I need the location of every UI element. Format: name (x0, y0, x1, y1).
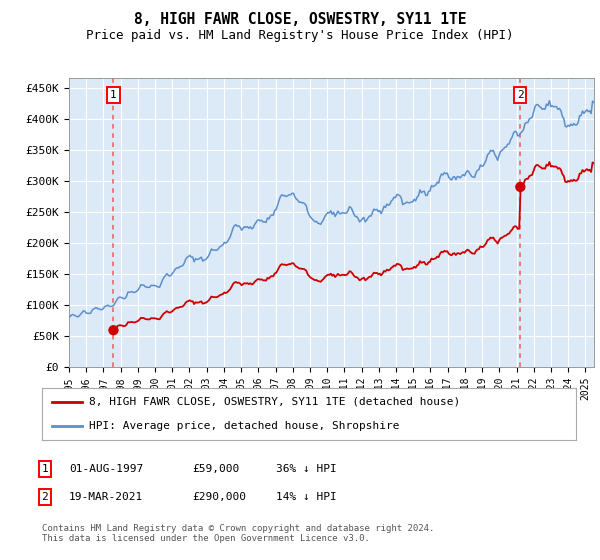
Text: Contains HM Land Registry data © Crown copyright and database right 2024.
This d: Contains HM Land Registry data © Crown c… (42, 524, 434, 543)
Text: Price paid vs. HM Land Registry's House Price Index (HPI): Price paid vs. HM Land Registry's House … (86, 29, 514, 42)
Text: 8, HIGH FAWR CLOSE, OSWESTRY, SY11 1TE (detached house): 8, HIGH FAWR CLOSE, OSWESTRY, SY11 1TE (… (89, 396, 460, 407)
Text: £59,000: £59,000 (192, 464, 239, 474)
Text: 01-AUG-1997: 01-AUG-1997 (69, 464, 143, 474)
Text: 8, HIGH FAWR CLOSE, OSWESTRY, SY11 1TE: 8, HIGH FAWR CLOSE, OSWESTRY, SY11 1TE (134, 12, 466, 27)
Text: 36% ↓ HPI: 36% ↓ HPI (276, 464, 337, 474)
Text: £290,000: £290,000 (192, 492, 246, 502)
Text: 19-MAR-2021: 19-MAR-2021 (69, 492, 143, 502)
Text: 1: 1 (41, 464, 49, 474)
Point (515, 183, 525, 192)
Point (109, 326, 118, 335)
Text: 14% ↓ HPI: 14% ↓ HPI (276, 492, 337, 502)
Text: 2: 2 (517, 90, 524, 100)
Text: 1: 1 (110, 90, 117, 100)
Text: HPI: Average price, detached house, Shropshire: HPI: Average price, detached house, Shro… (89, 421, 400, 431)
Text: 2: 2 (41, 492, 49, 502)
